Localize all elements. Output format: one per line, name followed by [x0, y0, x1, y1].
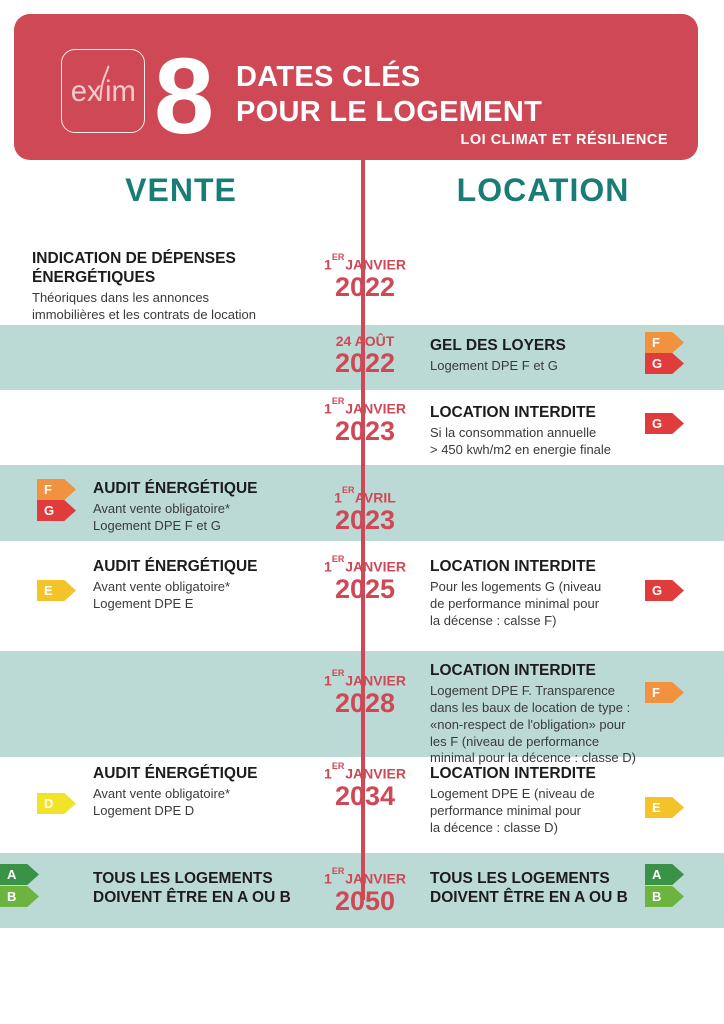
svg-text:ex: ex	[71, 75, 102, 108]
svg-text:im: im	[105, 75, 136, 108]
